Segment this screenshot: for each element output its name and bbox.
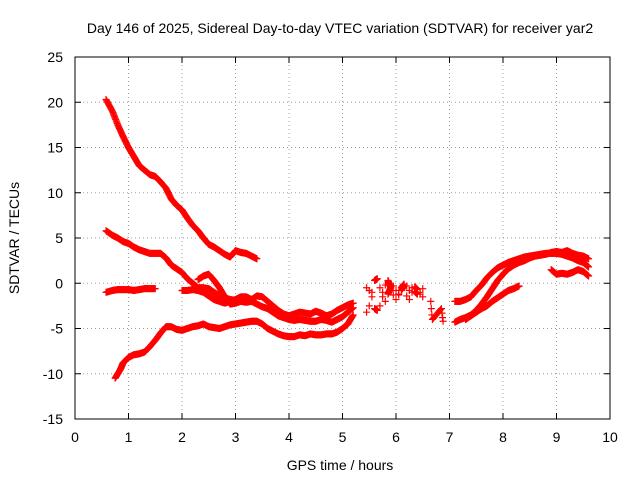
x-tick-label: 2 <box>178 429 186 445</box>
x-tick-label: 3 <box>232 429 240 445</box>
x-tick-label: 0 <box>71 429 79 445</box>
data-point <box>439 317 447 325</box>
data-point <box>363 308 371 316</box>
y-tick-label: 20 <box>47 94 63 110</box>
y-tick-label: 5 <box>55 230 63 246</box>
data-point <box>365 302 373 310</box>
data-point <box>405 296 413 304</box>
data-point <box>408 288 416 296</box>
data-point <box>585 263 593 271</box>
data-point <box>400 280 408 288</box>
data-point <box>373 306 381 314</box>
data-point <box>427 297 435 305</box>
data-point <box>585 272 593 280</box>
data-point <box>349 311 357 319</box>
y-tick-label: 15 <box>47 140 63 156</box>
series-arc-1 <box>102 96 261 263</box>
chart-title: Day 146 of 2025, Sidereal Day-to-day VTE… <box>87 20 593 36</box>
data-point <box>403 292 411 300</box>
x-tick-label: 5 <box>339 429 347 445</box>
x-tick-label: 9 <box>553 429 561 445</box>
data-points <box>102 96 593 382</box>
x-tick-label: 4 <box>285 429 293 445</box>
data-point <box>413 286 421 294</box>
series-arc-6 <box>194 270 357 326</box>
x-axis-label: GPS time / hours <box>287 457 394 473</box>
data-point <box>349 304 357 312</box>
data-point <box>151 285 159 293</box>
data-point <box>381 297 389 305</box>
y-tick-label: -5 <box>51 321 64 337</box>
x-tick-label: 6 <box>392 429 400 445</box>
series-arc-12 <box>462 282 523 323</box>
series-arc-5 <box>178 286 357 320</box>
data-point <box>437 306 445 314</box>
plot-frame <box>74 56 611 420</box>
y-tick-label: 0 <box>55 275 63 291</box>
data-point <box>389 291 397 299</box>
x-tick-label: 1 <box>125 429 133 445</box>
series-arc-8 <box>363 277 427 314</box>
axis-ticks: 0 1 2 3 4 5 6 7 8 9 10 -15 -10 -5 0 5 10 15 20 25 <box>43 49 618 445</box>
data-point <box>253 255 261 263</box>
data-point <box>373 275 381 283</box>
series-arc-3 <box>102 285 159 296</box>
y-tick-label: 25 <box>47 49 63 65</box>
series-arc-4 <box>111 311 357 382</box>
data-point <box>419 293 427 301</box>
data-point <box>379 288 387 296</box>
data-point <box>419 285 427 293</box>
data-point <box>376 284 384 292</box>
data-point <box>585 255 593 263</box>
y-tick-label: 10 <box>47 185 63 201</box>
y-tick-label: -15 <box>43 411 63 427</box>
data-point <box>515 282 523 290</box>
grid <box>75 57 610 419</box>
data-point <box>376 302 384 310</box>
data-point <box>365 286 373 294</box>
data-point <box>395 290 403 298</box>
data-point <box>427 305 435 313</box>
x-tick-label: 8 <box>499 429 507 445</box>
x-tick-label: 7 <box>446 429 454 445</box>
data-point <box>392 296 400 304</box>
series-arc-9 <box>427 297 447 325</box>
y-axis-label: SDTVAR / TECUs <box>6 182 22 294</box>
series-arc-13 <box>547 266 593 280</box>
data-point <box>368 293 376 301</box>
data-point <box>387 284 395 292</box>
x-tick-label: 10 <box>602 429 618 445</box>
y-tick-label: -10 <box>43 366 63 382</box>
